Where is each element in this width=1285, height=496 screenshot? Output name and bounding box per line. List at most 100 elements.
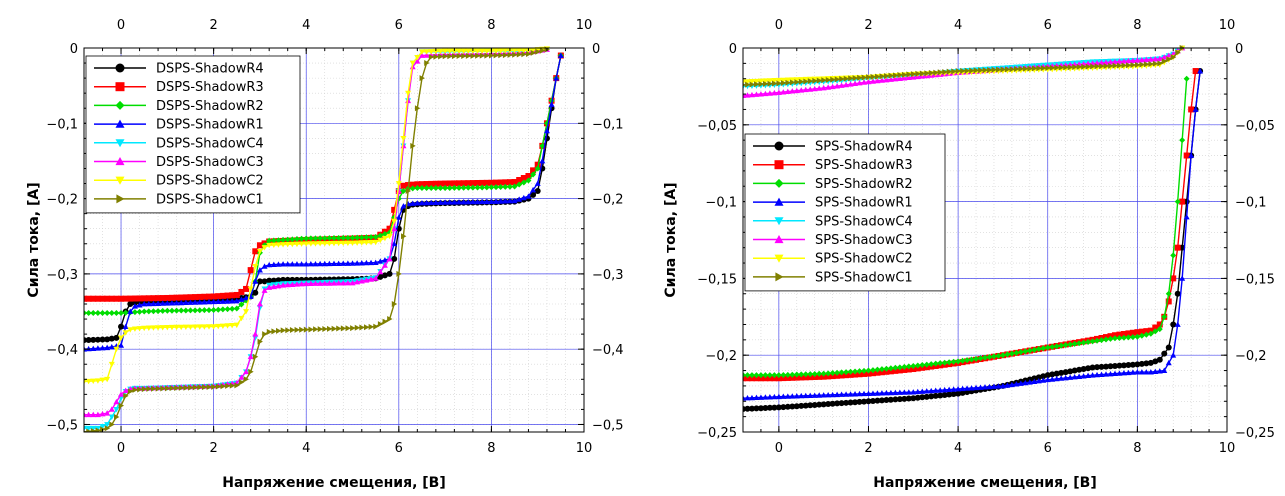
data-point xyxy=(456,180,462,187)
data-point xyxy=(192,299,199,305)
data-point xyxy=(423,49,430,55)
data-point xyxy=(159,307,166,314)
data-point xyxy=(303,280,310,287)
x-tick-label: 6 xyxy=(1044,441,1052,456)
data-point xyxy=(104,310,111,317)
data-point xyxy=(349,279,356,286)
data-point xyxy=(488,198,495,204)
data-point xyxy=(1027,65,1033,72)
data-point xyxy=(150,295,157,302)
data-point xyxy=(173,294,180,301)
data-point xyxy=(187,307,194,314)
data-point xyxy=(155,295,162,302)
data-point xyxy=(84,295,87,302)
data-point xyxy=(344,260,351,266)
data-point xyxy=(977,355,984,362)
data-point xyxy=(1170,321,1177,328)
data-point xyxy=(363,277,370,283)
legend-label: SPS-ShadowC3 xyxy=(815,233,913,248)
data-point xyxy=(955,385,962,392)
data-point xyxy=(753,78,760,85)
data-point xyxy=(811,374,818,381)
data-point xyxy=(878,77,885,83)
data-point xyxy=(915,70,921,77)
data-point xyxy=(784,393,791,399)
data-point xyxy=(447,53,453,60)
data-point xyxy=(164,307,171,314)
data-point xyxy=(798,87,805,93)
data-point xyxy=(229,292,236,299)
x-tick-label: 2 xyxy=(864,441,872,456)
data-point xyxy=(516,196,523,202)
y-tick-label-right: −0,1 xyxy=(1235,196,1267,211)
x-tick-label: 0 xyxy=(775,441,783,456)
data-point xyxy=(1103,336,1109,343)
data-point xyxy=(1125,362,1132,369)
data-point xyxy=(368,234,375,241)
data-point xyxy=(118,323,125,330)
data-point xyxy=(432,180,439,187)
data-point xyxy=(820,370,827,377)
data-point xyxy=(848,75,854,82)
data-point xyxy=(1125,369,1132,376)
data-point xyxy=(896,364,903,371)
data-point xyxy=(1156,55,1163,62)
data-point xyxy=(534,180,541,186)
data-point xyxy=(252,335,259,341)
data-point xyxy=(744,375,751,382)
data-point xyxy=(874,390,881,396)
data-point xyxy=(1089,338,1096,345)
data-point xyxy=(1008,381,1015,388)
legend-marker xyxy=(115,119,125,128)
data-point xyxy=(141,386,148,393)
data-point xyxy=(807,86,814,92)
data-point xyxy=(196,293,203,300)
data-point xyxy=(758,81,764,88)
data-point xyxy=(865,367,872,374)
data-point xyxy=(299,326,305,333)
data-point xyxy=(155,325,162,331)
data-point xyxy=(168,300,175,306)
data-point xyxy=(377,268,384,275)
data-point xyxy=(811,401,818,408)
data-point xyxy=(219,306,226,313)
data-point xyxy=(1165,344,1172,351)
data-point xyxy=(113,295,120,302)
data-point xyxy=(280,327,287,334)
data-point xyxy=(1179,137,1186,144)
data-point xyxy=(896,389,903,395)
data-point xyxy=(497,179,504,186)
data-point xyxy=(852,75,859,82)
data-point xyxy=(224,298,231,304)
data-point xyxy=(136,295,143,302)
data-point xyxy=(266,237,273,244)
data-point xyxy=(875,73,881,80)
legend-marker xyxy=(775,272,784,282)
data-point xyxy=(771,372,778,379)
data-point xyxy=(816,77,823,84)
data-point xyxy=(289,327,296,334)
data-point xyxy=(159,325,166,331)
data-point xyxy=(1053,343,1060,350)
data-point xyxy=(293,241,300,248)
data-point xyxy=(118,402,125,409)
data-point xyxy=(923,361,930,368)
data-point xyxy=(896,75,903,81)
data-point xyxy=(372,259,379,265)
data-point xyxy=(483,48,490,55)
data-point xyxy=(1161,54,1168,60)
data-point xyxy=(834,369,841,376)
data-point xyxy=(1058,369,1065,376)
x-tick-label-top: 8 xyxy=(1133,18,1141,33)
y-tick-label: −0,2 xyxy=(705,349,737,364)
data-point xyxy=(874,397,881,404)
data-point xyxy=(775,372,782,379)
data-point xyxy=(85,411,92,418)
data-point xyxy=(1013,349,1020,356)
data-point xyxy=(1179,275,1186,281)
data-point xyxy=(762,372,769,379)
data-point xyxy=(807,402,814,409)
data-point xyxy=(1031,346,1038,353)
data-point xyxy=(1040,345,1047,352)
data-point xyxy=(1183,152,1190,159)
